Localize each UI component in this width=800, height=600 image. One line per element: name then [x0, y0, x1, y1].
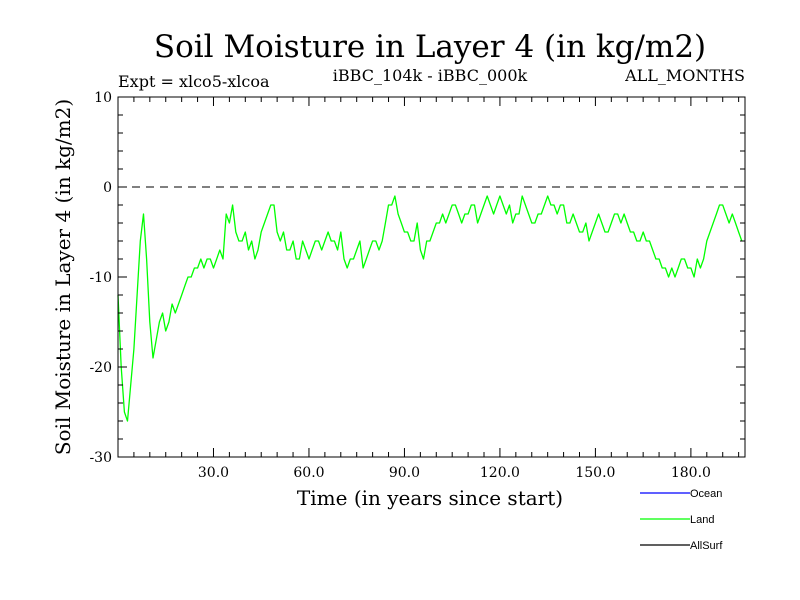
x-tick-label: 150.0	[575, 465, 615, 481]
x-tick-label: 60.0	[293, 465, 324, 481]
y-tick-label: -10	[89, 270, 112, 286]
y-tick-label: 10	[94, 90, 112, 106]
y-axis-label: Soil Moisture in Layer 4 (in kg/m2)	[51, 99, 75, 455]
x-tick-label: 120.0	[480, 465, 520, 481]
chart-title: Soil Moisture in Layer 4 (in kg/m2)	[154, 29, 706, 65]
x-tick-label: 180.0	[671, 465, 711, 481]
y-tick-label: -30	[89, 450, 112, 466]
y-tick-label: 0	[103, 180, 112, 196]
legend-label-allsurf: AllSurf	[690, 540, 723, 552]
chart-subtitle-left: Expt = xlco5-xlcoa	[118, 72, 270, 91]
series-line-land	[117, 195, 743, 422]
legend: Ocean Land AllSurf	[640, 488, 723, 552]
chart-subtitle-right: ALL_MONTHS	[624, 66, 745, 85]
y-tick-label: -20	[89, 360, 112, 376]
legend-label-ocean: Ocean	[690, 488, 722, 500]
x-tick-label: 90.0	[389, 465, 420, 481]
legend-label-land: Land	[690, 514, 714, 526]
plot-frame	[117, 96, 746, 458]
x-tick-label: 30.0	[198, 465, 229, 481]
x-axis-label: Time (in years since start)	[297, 486, 563, 510]
chart-subtitle-center: iBBC_104k - iBBC_000k	[333, 66, 528, 85]
